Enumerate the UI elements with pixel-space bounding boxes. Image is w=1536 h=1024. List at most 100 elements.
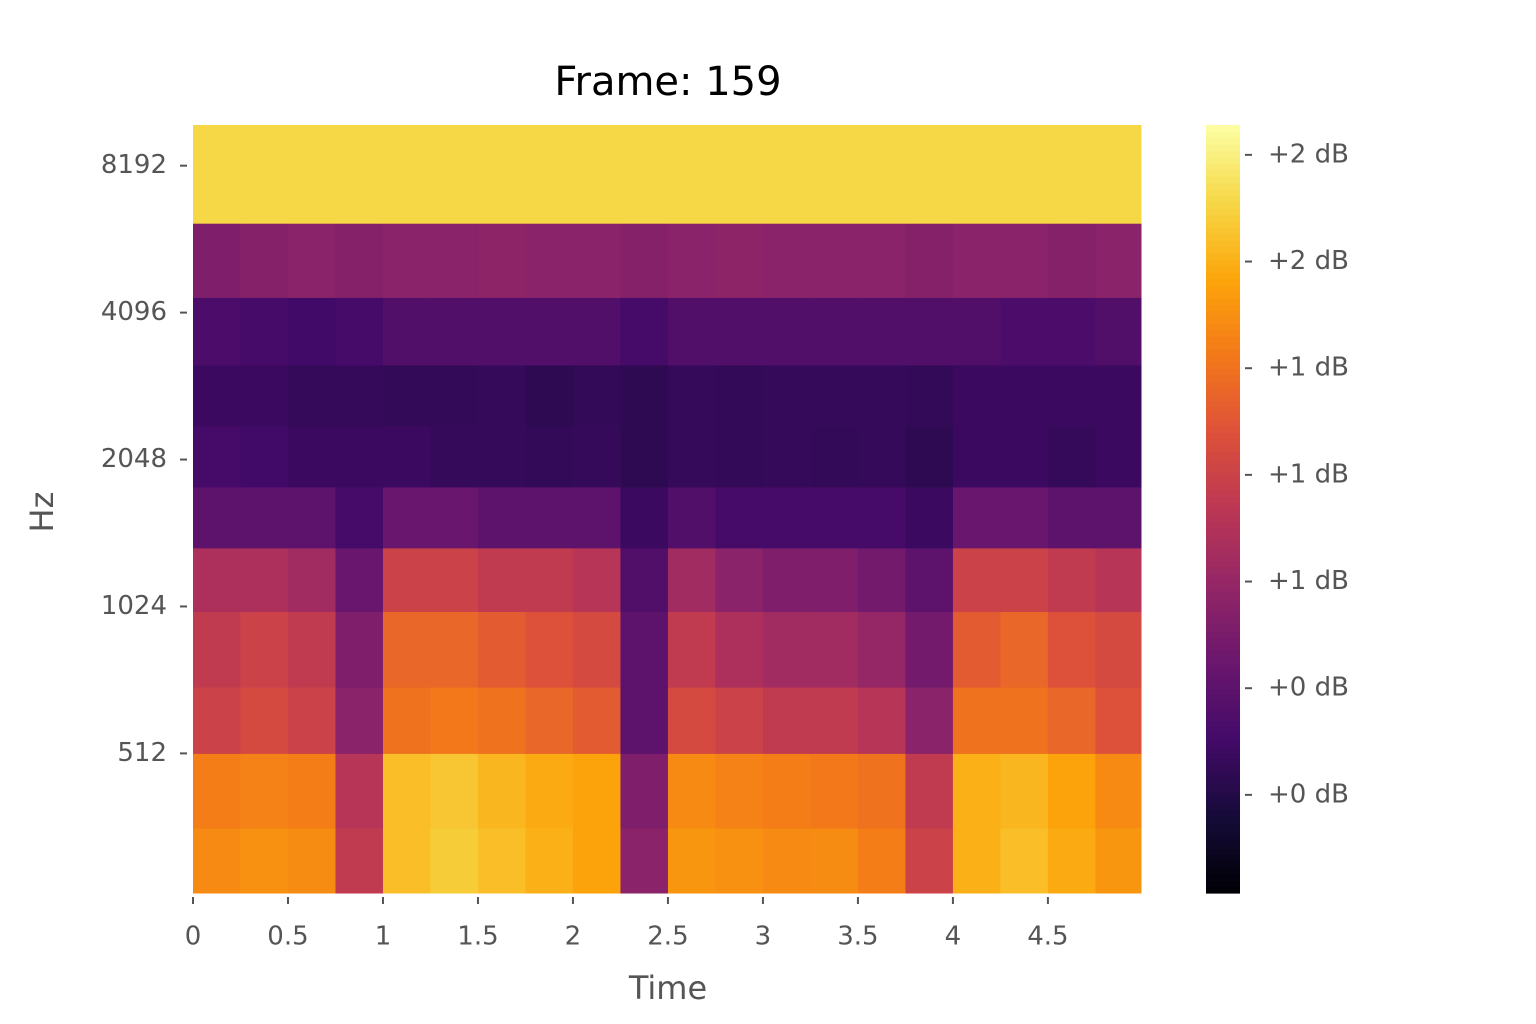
heatmap-cell — [857, 364, 906, 427]
heatmap-cell — [525, 486, 574, 549]
heatmap-cell — [715, 828, 764, 894]
heatmap-cell — [1095, 125, 1142, 224]
colorbar-gradient — [1206, 701, 1240, 708]
heatmap-cell — [477, 125, 526, 224]
heatmap-cell — [762, 425, 811, 488]
heatmap-cell — [477, 753, 526, 829]
heatmap-cell — [240, 364, 289, 427]
heatmap-cell — [572, 223, 621, 298]
colorbar-gradient — [1206, 323, 1240, 331]
heatmap-cell — [1000, 125, 1049, 224]
heatmap-cell — [477, 828, 526, 894]
colorbar-gradient — [1206, 253, 1240, 260]
heatmap-cell — [477, 547, 526, 612]
colorbar-gradient — [1206, 841, 1240, 849]
x-tick-label: 1.5 — [457, 922, 498, 952]
heatmap-cell — [620, 125, 669, 224]
heatmap-cell — [620, 753, 669, 829]
colorbar-gradient — [1206, 829, 1240, 836]
colorbar-gradient — [1206, 861, 1240, 868]
heatmap-cell — [905, 364, 954, 427]
colorbar-gradient — [1206, 528, 1240, 536]
colorbar-gradient — [1206, 771, 1240, 779]
heatmap-cell — [382, 753, 431, 829]
heatmap-cell — [572, 425, 621, 488]
heatmap-cell — [525, 753, 574, 829]
heatmap-cell — [193, 753, 241, 829]
heatmap-cell — [905, 611, 954, 688]
colorbar-gradient — [1206, 336, 1240, 344]
heatmap-cell — [762, 297, 811, 366]
heatmap-cell — [572, 486, 621, 549]
x-tick-label: 2.5 — [647, 922, 688, 952]
colorbar-gradient — [1206, 873, 1240, 881]
heatmap-cell — [572, 364, 621, 427]
heatmap-cell — [857, 547, 906, 612]
heatmap-cell — [1000, 297, 1049, 366]
colorbar-tick-label: +1 dB — [1268, 459, 1349, 489]
heatmap-cell — [620, 611, 669, 688]
colorbar-gradient — [1206, 406, 1240, 414]
colorbar-gradient — [1206, 496, 1240, 504]
heatmap-cell — [240, 486, 289, 549]
x-tick-label: 1 — [375, 922, 392, 952]
heatmap-cell — [952, 486, 1001, 549]
heatmap-cell — [525, 125, 574, 224]
colorbar-gradient — [1206, 541, 1240, 548]
y-tick-label: 8192 — [101, 150, 167, 180]
colorbar-gradient — [1206, 329, 1240, 337]
colorbar-gradient — [1206, 483, 1240, 491]
heatmap-cell — [1095, 364, 1142, 427]
heatmap-cell — [335, 125, 384, 224]
heatmap-cell — [1000, 364, 1049, 427]
heatmap-cell — [952, 223, 1001, 298]
heatmap-cell — [287, 611, 336, 688]
heatmap-cell — [952, 297, 1001, 366]
chart-title: Frame: 159 — [554, 59, 781, 105]
colorbar-gradient — [1206, 649, 1240, 657]
colorbar-gradient — [1206, 739, 1240, 747]
heatmap-cell — [620, 364, 669, 427]
heatmap-cell — [382, 223, 431, 298]
colorbar-gradient — [1206, 669, 1240, 676]
colorbar-gradient — [1206, 265, 1240, 273]
colorbar-gradient — [1206, 630, 1240, 638]
colorbar-gradient — [1206, 477, 1240, 484]
colorbar-tick-label: +2 dB — [1268, 139, 1349, 169]
heatmap-cell — [287, 364, 336, 427]
heatmap-cell — [335, 687, 384, 754]
colorbar-gradient — [1206, 515, 1240, 523]
heatmap-cell — [857, 297, 906, 366]
colorbar-gradient — [1206, 637, 1240, 644]
colorbar-gradient — [1206, 733, 1240, 740]
heatmap-cell — [620, 297, 669, 366]
heatmap-cell — [335, 828, 384, 894]
colorbar-gradient — [1206, 720, 1240, 728]
y-tick-label: 2048 — [101, 444, 167, 474]
heatmap-cell — [430, 223, 479, 298]
heatmap-cell — [382, 828, 431, 894]
heatmap-cell — [762, 687, 811, 754]
heatmap-cell — [715, 611, 764, 688]
colorbar-gradient — [1206, 182, 1240, 190]
heatmap-cell — [525, 547, 574, 612]
heatmap-cell — [857, 753, 906, 829]
heatmap-cell — [1000, 753, 1049, 829]
colorbar-gradient — [1206, 163, 1240, 171]
colorbar-gradient — [1206, 777, 1240, 785]
colorbar-gradient — [1206, 880, 1240, 888]
heatmap-cell — [762, 753, 811, 829]
colorbar-gradient — [1206, 560, 1240, 568]
colorbar-gradient — [1206, 624, 1240, 632]
heatmap-cell — [193, 425, 241, 488]
colorbar-gradient — [1206, 886, 1240, 894]
colorbar-gradient — [1206, 457, 1240, 465]
heatmap-cell — [667, 828, 716, 894]
heatmap-cell — [287, 486, 336, 549]
colorbar-gradient — [1206, 553, 1240, 561]
colorbar-tick-label: +1 dB — [1268, 566, 1349, 596]
heatmap-cell — [1095, 425, 1142, 488]
heatmap-cell — [240, 611, 289, 688]
heatmap-cell — [382, 297, 431, 366]
